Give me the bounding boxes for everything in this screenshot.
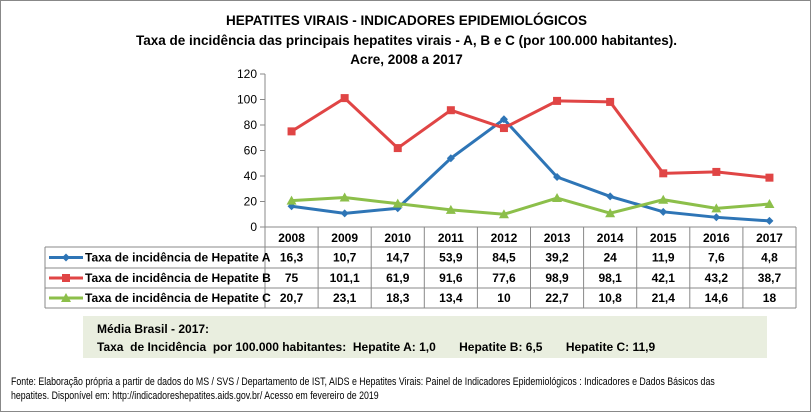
table-cell: 53,9 [439, 251, 463, 265]
source-line-1: Fonte: Elaboração própria a partir de da… [11, 376, 715, 388]
x-tick-label: 2011 [438, 231, 464, 245]
data-point [712, 167, 721, 176]
data-point [764, 199, 775, 209]
table-cell: 10,8 [598, 291, 622, 305]
table-cell: 61,9 [386, 271, 410, 285]
data-point [446, 106, 455, 115]
table-cell: 38,7 [758, 271, 782, 285]
y-tick-label: 0 [250, 220, 257, 234]
chart-subtitle-2: Acre, 2008 a 2017 [350, 52, 463, 67]
y-tick-label: 60 [244, 144, 258, 158]
data-point [339, 192, 350, 202]
data-point [606, 192, 615, 201]
data-point [552, 193, 563, 203]
series-line-0 [291, 117, 770, 223]
data-point [498, 209, 509, 219]
y-tick-label: 20 [244, 195, 258, 209]
data-point [286, 195, 297, 205]
data-point [765, 173, 774, 182]
x-tick-label: 2014 [597, 231, 624, 245]
table-cell: 84,5 [492, 251, 516, 265]
brazil-average-heading: Média Brasil - 2017: [97, 322, 210, 336]
data-point [606, 97, 615, 106]
table-cell: 22,7 [545, 291, 569, 305]
data-point [553, 173, 562, 182]
data-point [499, 115, 508, 124]
table-cell: 14,6 [705, 291, 729, 305]
table-cell: 101,1 [330, 271, 360, 285]
data-point [553, 96, 562, 105]
table-cell: 13,4 [439, 291, 463, 305]
data-point [393, 144, 402, 153]
table-cell: 24 [603, 251, 617, 265]
data-point [659, 207, 668, 216]
data-point [340, 209, 349, 218]
data-point [446, 154, 455, 163]
x-tick-label: 2012 [491, 231, 518, 245]
series-line-1 [290, 96, 770, 180]
table-cell: 75 [285, 271, 299, 285]
table-cell: 10,7 [333, 251, 357, 265]
x-tick-label: 2017 [756, 231, 783, 245]
chart-title: HEPATITES VIRAIS - INDICADORES EPIDEMIOL… [225, 13, 588, 28]
x-tick-label: 2009 [331, 231, 358, 245]
x-tick-label: 2013 [544, 231, 571, 245]
table-cell: 20,7 [280, 291, 304, 305]
brazil-average-values: Taxa de Incidência por 100.000 habitante… [97, 340, 656, 354]
data-point [340, 94, 349, 103]
legend-marker [62, 253, 70, 262]
data-point [445, 204, 456, 214]
table-cell: 91,6 [439, 271, 463, 285]
table-cell: 18,3 [386, 291, 410, 305]
brazil-average-box: Média Brasil - 2017: Taxa de Incidência … [83, 316, 767, 358]
table-cell: 7,6 [708, 251, 725, 265]
data-point [658, 194, 669, 204]
legend-label: Taxa de incidência de Hepatite A [85, 251, 271, 265]
table-cell: 10 [497, 291, 511, 305]
table-cell: 23,1 [333, 291, 357, 305]
data-point [392, 198, 403, 208]
table-cell: 4,8 [761, 251, 778, 265]
legend-marker [62, 274, 70, 282]
data-point [712, 213, 721, 222]
data-point [605, 208, 616, 218]
table-cell: 77,6 [492, 271, 516, 285]
data-point [659, 169, 668, 178]
data-point [499, 124, 508, 133]
chart-subtitle: Taxa de incidência das principais hepati… [136, 33, 677, 48]
legend-label: Taxa de incidência de Hepatite C [85, 291, 271, 305]
x-tick-label: 2015 [650, 231, 677, 245]
table-cell: 42,1 [652, 271, 676, 285]
legend-label: Taxa de incidência de Hepatite B [85, 271, 271, 285]
data-point [711, 203, 722, 213]
y-tick-label: 120 [237, 67, 257, 81]
y-tick-label: 80 [244, 118, 258, 132]
series-line-2 [291, 196, 770, 216]
table-cell: 98,1 [598, 271, 622, 285]
table-cell: 21,4 [652, 291, 676, 305]
table-cell: 43,2 [705, 271, 729, 285]
x-tick-label: 2010 [384, 231, 411, 245]
x-tick-label: 2008 [278, 231, 305, 245]
legend-marker [61, 293, 71, 302]
table-cell: 16,3 [280, 251, 304, 265]
y-tick-label: 100 [237, 93, 257, 107]
y-tick-label: 40 [244, 169, 258, 183]
source-note: Fonte: Elaboração própria a partir de da… [11, 375, 799, 403]
source-line-2: hepatites. Disponível em: http://indicad… [11, 390, 379, 402]
table-cell: 98,9 [545, 271, 569, 285]
x-tick-label: 2016 [703, 231, 730, 245]
data-point [765, 216, 774, 225]
table-cell: 18 [763, 291, 777, 305]
data-point [287, 127, 296, 136]
table-cell: 39,2 [545, 251, 569, 265]
table-cell: 11,9 [652, 251, 675, 265]
table-cell: 14,7 [386, 251, 410, 265]
